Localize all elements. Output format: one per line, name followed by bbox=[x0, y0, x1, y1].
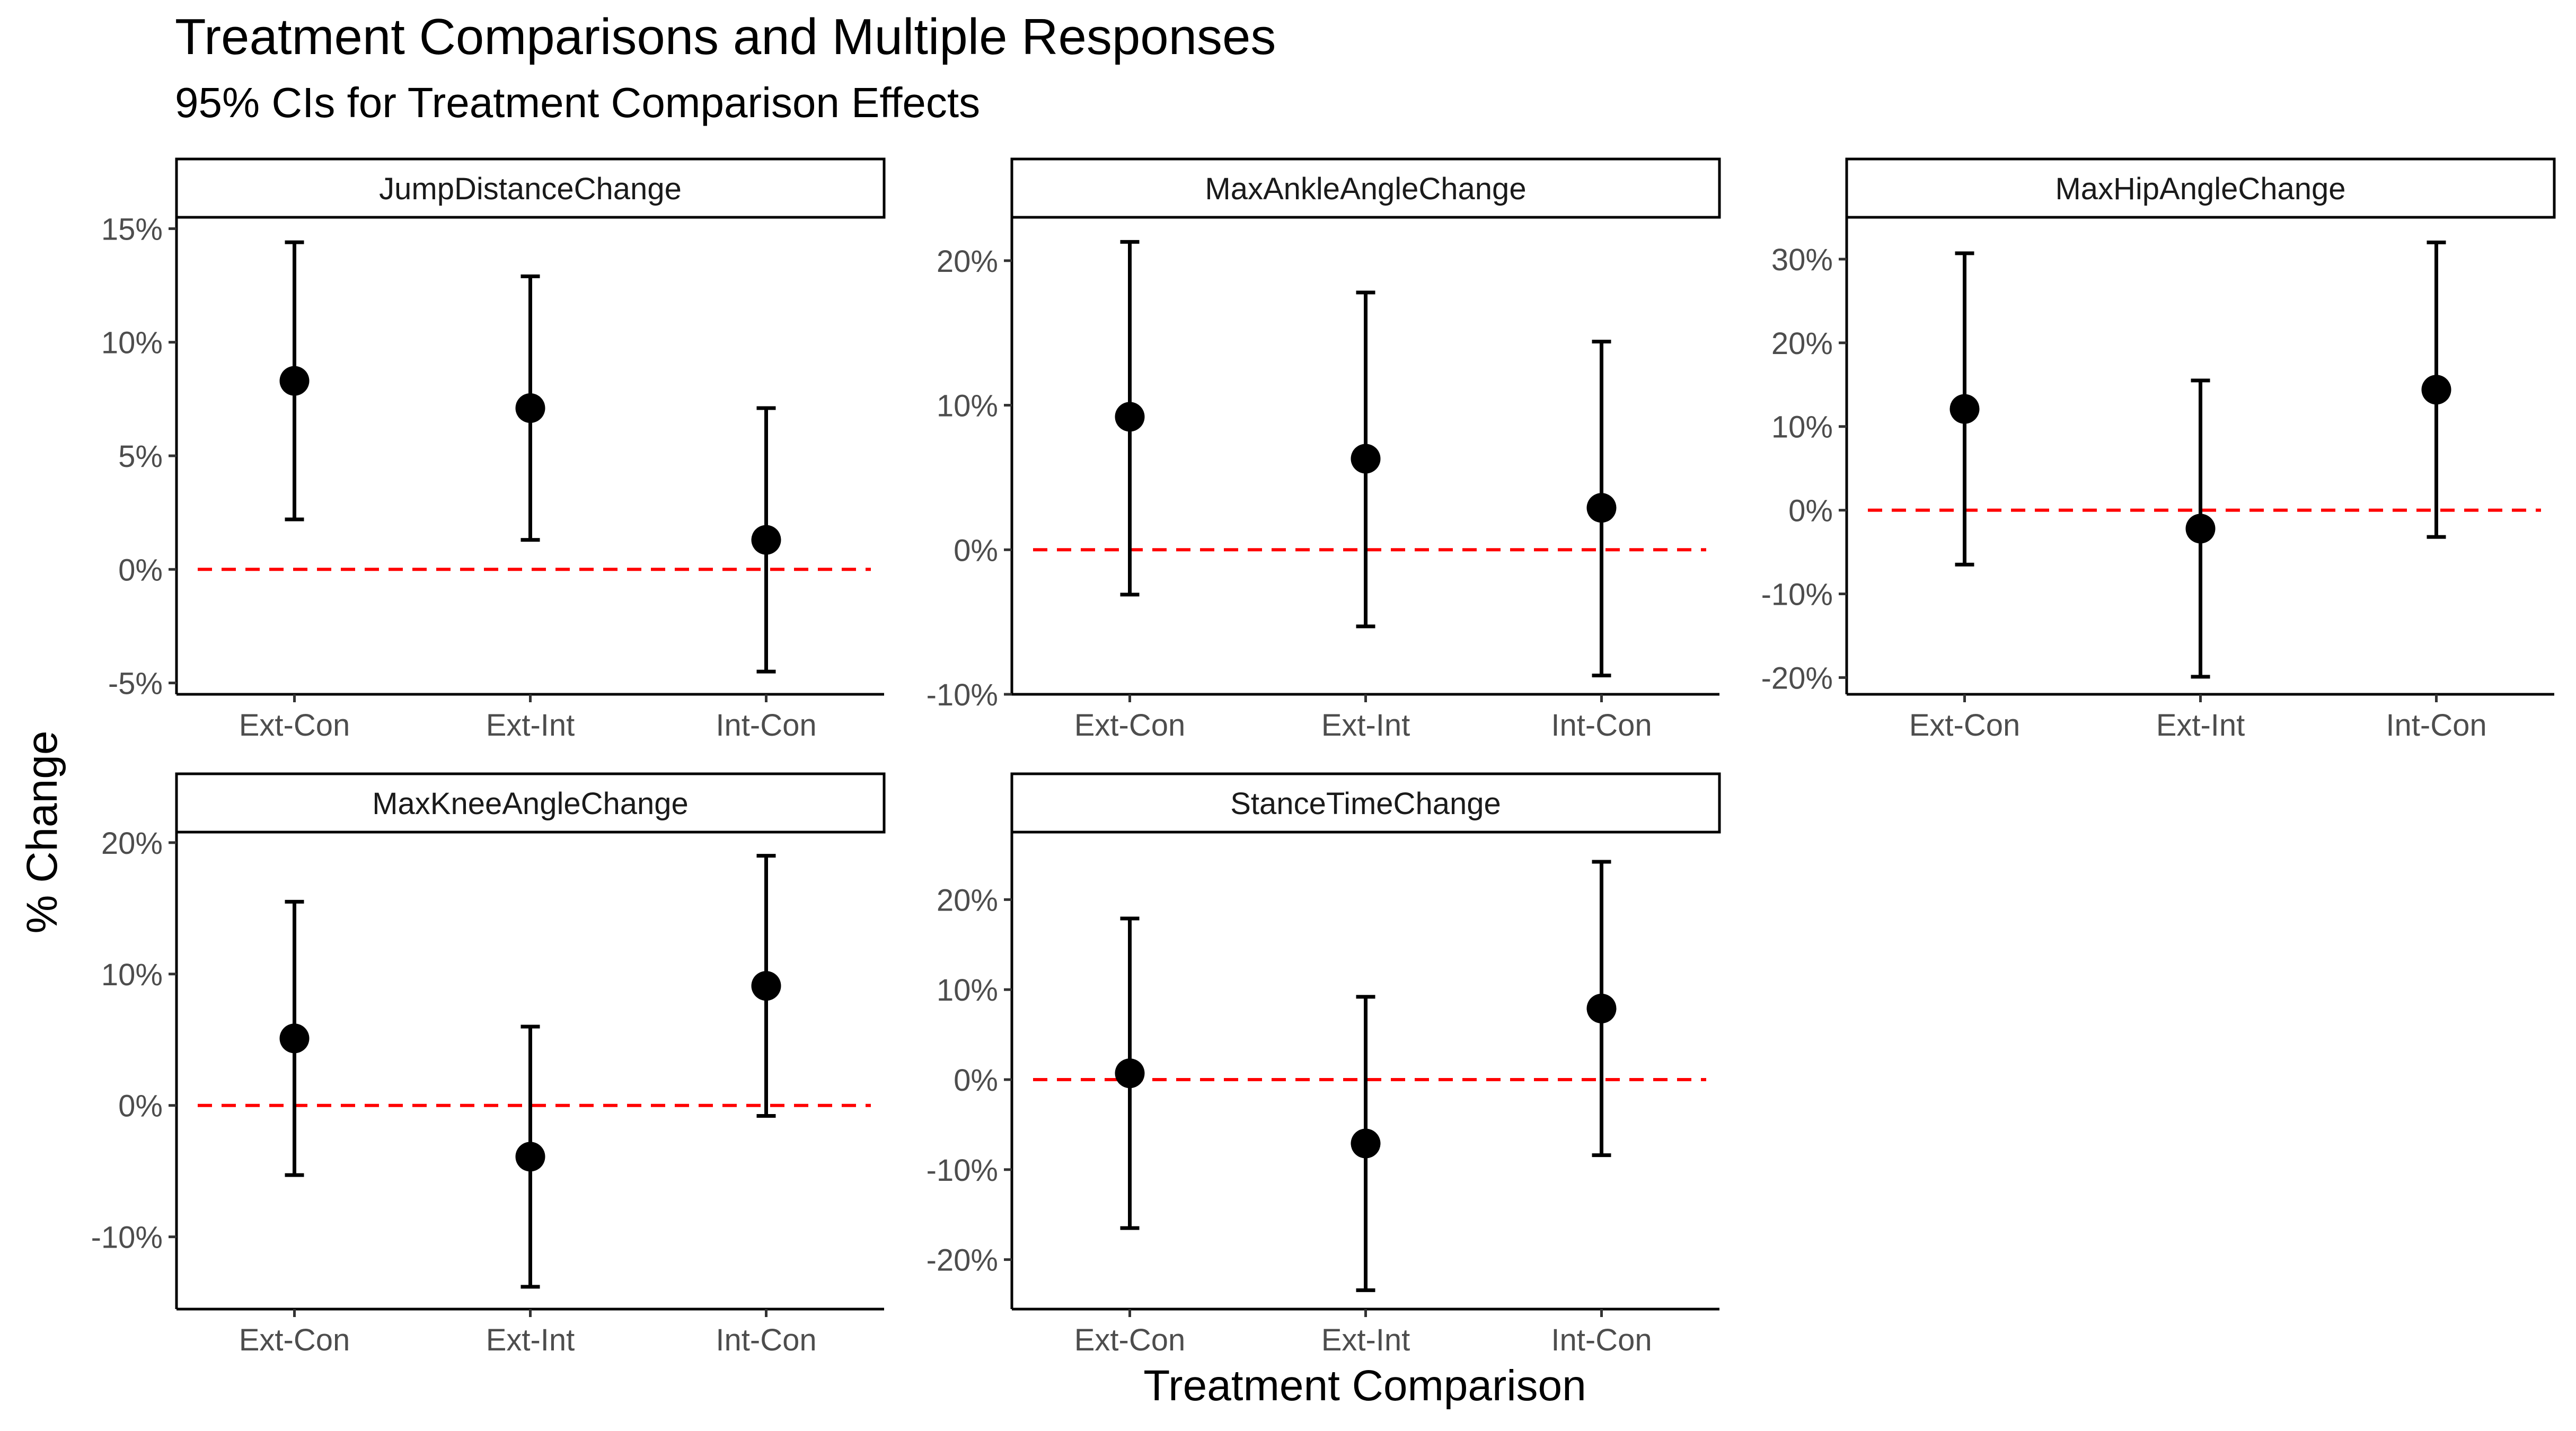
x-tick-label: Int-Con bbox=[1551, 708, 1652, 743]
panel-maxankleanglechange: MaxAnkleAngleChange -10% 0% 10% 20% Ext-Con Ex… bbox=[927, 157, 1721, 743]
point-estimate-int-con bbox=[2421, 375, 2451, 405]
facet-strip bbox=[1010, 772, 1721, 834]
facet-label: StanceTimeChange bbox=[1230, 787, 1501, 821]
x-tick-label: Ext-Con bbox=[1909, 708, 2021, 743]
point-estimate-ext-int bbox=[1351, 444, 1381, 474]
point-estimate-ext-con bbox=[279, 1023, 310, 1054]
x-tick-label: Int-Con bbox=[1551, 1323, 1652, 1357]
y-tick-label: 20% bbox=[1771, 326, 1833, 361]
point-estimate-int-con bbox=[1586, 493, 1617, 523]
point-estimate-ext-con bbox=[279, 366, 310, 396]
point-estimate-int-con bbox=[751, 525, 781, 555]
x-tick-label: Int-Con bbox=[716, 708, 816, 743]
x-tick-label: Ext-Int bbox=[2156, 708, 2245, 743]
x-tick-label: Ext-Con bbox=[1074, 1323, 1186, 1357]
facet-strip bbox=[1845, 157, 2556, 219]
y-tick-label: 0% bbox=[118, 553, 163, 587]
y-tick-label: -10% bbox=[91, 1221, 163, 1255]
facet-strip bbox=[175, 157, 886, 219]
facet-strip bbox=[1010, 157, 1721, 219]
panel-maxhipanglechange: MaxHipAngleChange -20% -10% 0% 10% 20% 30% Ext-… bbox=[1761, 157, 2556, 743]
y-tick-label: -10% bbox=[927, 678, 998, 712]
y-tick-label: 0% bbox=[954, 1063, 998, 1098]
point-estimate-ext-con bbox=[1115, 402, 1145, 432]
point-estimate-int-con bbox=[1586, 993, 1617, 1023]
x-tick-label: Int-Con bbox=[716, 1323, 816, 1357]
y-tick-label: -20% bbox=[927, 1243, 998, 1278]
x-tick-label: Ext-Int bbox=[486, 1323, 575, 1357]
y-tick-label: -10% bbox=[1761, 578, 1833, 612]
y-tick-label: 0% bbox=[1788, 494, 1833, 528]
y-tick-label: 10% bbox=[937, 973, 998, 1008]
point-estimate-ext-int bbox=[515, 1142, 545, 1172]
point-estimate-ext-con bbox=[1949, 394, 1980, 424]
facet-label: MaxHipAngleChange bbox=[2055, 172, 2345, 206]
y-tick-label: 10% bbox=[101, 326, 163, 360]
point-estimate-ext-int bbox=[2185, 514, 2216, 544]
x-tick-label: Ext-Con bbox=[239, 1323, 350, 1357]
y-tick-label: 20% bbox=[101, 826, 163, 861]
y-tick-label: 15% bbox=[101, 212, 163, 246]
x-tick-label: Int-Con bbox=[2386, 708, 2486, 743]
point-estimate-ext-con bbox=[1115, 1058, 1145, 1089]
panel-stancetimechange: StanceTimeChange -20% -10% 0% 10% 20% Ext-Con E… bbox=[927, 772, 1721, 1357]
chart-title: Treatment Comparisons and Multiple Respo… bbox=[175, 8, 1276, 65]
y-tick-label: 20% bbox=[937, 883, 998, 917]
x-tick-label: Ext-Con bbox=[1074, 708, 1186, 743]
y-tick-label: 20% bbox=[937, 244, 998, 279]
panel-maxkneeanglechange: MaxKneeAngleChange -10% 0% 10% 20% Ext-Con Ext… bbox=[91, 772, 886, 1357]
facet-strip bbox=[175, 772, 886, 834]
x-axis-label: Treatment Comparison bbox=[1143, 1362, 1586, 1410]
y-tick-label: -10% bbox=[927, 1153, 998, 1188]
x-tick-label: Ext-Int bbox=[1321, 708, 1410, 743]
y-tick-label: 10% bbox=[101, 958, 163, 992]
y-tick-label: 0% bbox=[954, 533, 998, 568]
chart-subtitle: 95% CIs for Treatment Comparison Effects bbox=[175, 79, 981, 126]
facet-label: MaxAnkleAngleChange bbox=[1205, 172, 1526, 206]
x-tick-label: Ext-Int bbox=[1321, 1323, 1410, 1357]
point-estimate-ext-int bbox=[1351, 1128, 1381, 1159]
facet-label: MaxKneeAngleChange bbox=[372, 787, 689, 821]
point-estimate-int-con bbox=[751, 971, 781, 1001]
y-tick-label: -20% bbox=[1761, 661, 1833, 695]
panel-jumpdistancechange: JumpDistanceChange -5% 0% 5% 10% 15% Ext-Con Ex… bbox=[101, 157, 886, 743]
x-tick-label: Ext-Con bbox=[239, 708, 350, 743]
y-tick-label: 10% bbox=[1771, 410, 1833, 445]
y-tick-label: 10% bbox=[937, 389, 998, 423]
y-tick-label: 30% bbox=[1771, 243, 1833, 277]
x-tick-label: Ext-Int bbox=[486, 708, 575, 743]
facet-label: JumpDistanceChange bbox=[379, 172, 682, 206]
y-tick-label: 0% bbox=[118, 1089, 163, 1124]
y-tick-label: -5% bbox=[108, 667, 163, 701]
point-estimate-ext-int bbox=[515, 393, 545, 423]
y-tick-label: 5% bbox=[118, 439, 163, 474]
